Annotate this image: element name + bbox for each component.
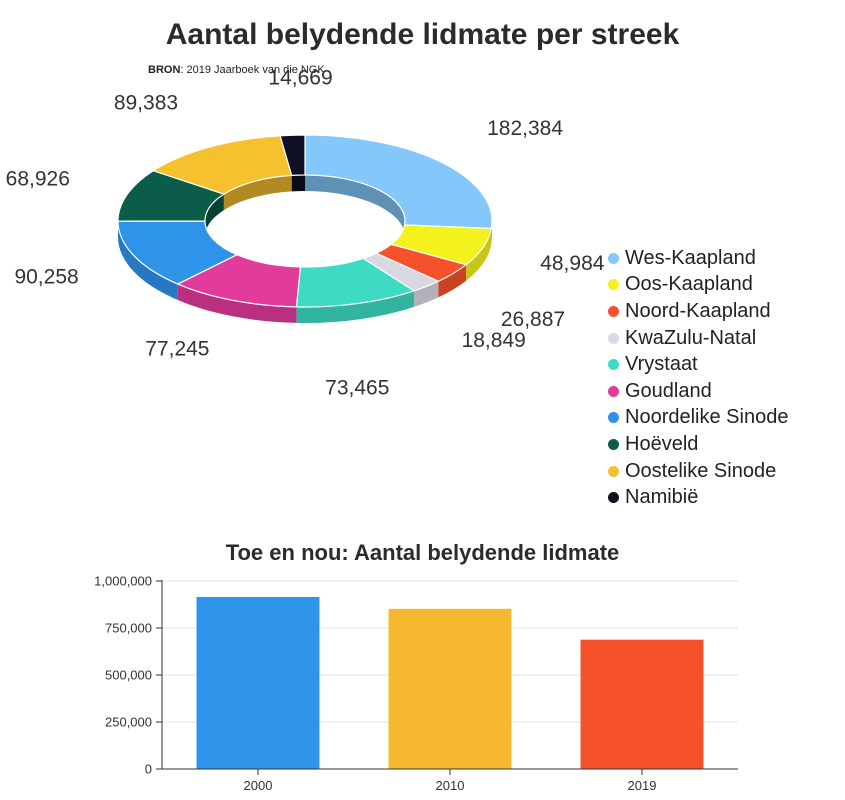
y-tick-label: 500,000: [105, 668, 152, 683]
donut-inner-wall-wes-kaapland: [305, 175, 405, 237]
donut-value-label-vrystaat: 73,465: [325, 376, 389, 399]
legend-item-goudland: Goudland: [608, 378, 788, 405]
bar-2000: [196, 596, 320, 769]
legend-swatch: [608, 279, 619, 291]
legend-swatch: [608, 438, 619, 450]
bar-2010: [388, 608, 512, 769]
donut-value-label-goudland: 77,245: [145, 337, 209, 360]
legend-label: Hoëveld: [625, 432, 699, 455]
donut-value-label-hoeveld: 68,926: [6, 168, 70, 191]
bar-2019: [580, 639, 704, 769]
donut-value-label-kwazulu-natal: 18,849: [462, 329, 526, 352]
legend-item-vrystaat: Vrystaat: [608, 351, 788, 378]
legend-swatch: [608, 332, 619, 344]
donut-value-label-noord-kaapland: 26,887: [501, 308, 565, 331]
donut-inner-wall-namibie: [291, 175, 305, 192]
donut-value-label-oostelike-sinode: 89,383: [114, 92, 178, 115]
legend-swatch: [608, 465, 619, 477]
legend-label: Noord-Kaapland: [625, 299, 771, 322]
legend-swatch: [608, 252, 619, 264]
y-tick-label: 250,000: [105, 715, 152, 730]
legend-swatch: [608, 385, 619, 397]
legend-label: Oostelike Sinode: [625, 459, 777, 482]
donut-wall-noord-kaapland: [438, 264, 467, 298]
donut-value-label-wes-kaapland: 182,384: [487, 117, 563, 140]
legend-item-wes-kaapland: Wes-Kaapland: [608, 245, 788, 272]
chart-title: Aantal belydende lidmate per streek: [165, 18, 680, 51]
legend-swatch: [608, 412, 619, 424]
legend-label: Goudland: [625, 379, 712, 402]
legend-swatch: [608, 492, 619, 504]
legend-item-noordelike-sinode: Noordelike Sinode: [608, 405, 788, 432]
donut-wall-oos-kaapland: [466, 228, 492, 281]
donut-slice-namibie: [279, 134, 306, 177]
legend-swatch: [608, 305, 619, 317]
legend-item-hoeveld: Hoëveld: [608, 431, 788, 458]
legend-item-noord-kaapland: Noord-Kaapland: [608, 298, 788, 325]
source-note: BRON: 2019 Jaarboek van die NGK: [148, 64, 325, 76]
x-tick-label-2019: 2019: [628, 778, 657, 793]
donut-value-label-oos-kaapland: 48,984: [540, 252, 605, 275]
legend-item-oostelike-sinode: Oostelike Sinode: [608, 458, 788, 485]
donut-slice-wes-kaapland: [304, 134, 493, 230]
donut-wall-goudland: [177, 284, 297, 323]
legend-item-kwazulu-natal: KwaZulu-Natal: [608, 325, 788, 352]
legend-label: KwaZulu-Natal: [625, 326, 757, 349]
y-tick-label: 1,000,000: [94, 574, 152, 589]
legend-label: Namibië: [625, 486, 699, 509]
legend-item-oos-kaapland: Oos-Kaapland: [608, 272, 788, 299]
donut-inner-wall-oostelike-sinode: [223, 175, 292, 211]
x-tick-label-2010: 2010: [436, 778, 465, 793]
legend-label: Oos-Kaapland: [625, 273, 753, 296]
x-tick-label-2000: 2000: [244, 778, 273, 793]
donut-legend: Wes-Kaapland Oos-Kaapland Noord-Kaapland Kw…: [608, 245, 788, 511]
donut-value-label-noordelike-sinode: 90,258: [14, 265, 78, 288]
source-label: BRON: [148, 64, 181, 76]
legend-label: Vrystaat: [625, 353, 698, 376]
donut-inner-wall-hoeveld: [205, 194, 224, 237]
y-tick-label: 0: [145, 762, 152, 777]
legend-item-namibie: Namibië: [608, 484, 788, 511]
donut-wall-noordelike-sinode: [118, 221, 178, 301]
legend-label: Noordelike Sinode: [625, 406, 789, 429]
donut-value-label-namibie: 14,669: [268, 66, 332, 89]
donut-wall-kwazulu-natal: [413, 281, 439, 307]
source-text: : 2019 Jaarboek van die NGK: [180, 64, 325, 76]
legend-swatch: [608, 359, 619, 371]
bar-chart-title: Toe en nou: Aantal belydende lidmate: [225, 540, 620, 565]
legend-label: Wes-Kaapland: [625, 246, 756, 269]
y-tick-label: 750,000: [105, 621, 152, 636]
